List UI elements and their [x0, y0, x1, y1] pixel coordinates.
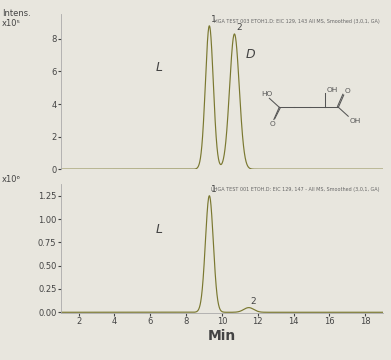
Text: HGA TEST 003 ETOH1.D: EIC 129, 143 All MS, Smoothed (3,0,1, GA): HGA TEST 003 ETOH1.D: EIC 129, 143 All M…	[214, 19, 380, 24]
Text: O: O	[344, 88, 350, 94]
Text: HO: HO	[261, 91, 272, 97]
Text: L: L	[156, 223, 163, 236]
Text: L: L	[156, 62, 163, 75]
Text: D: D	[246, 48, 255, 62]
Text: OH: OH	[326, 87, 337, 93]
Text: 2: 2	[251, 297, 256, 306]
Text: 1: 1	[211, 15, 217, 24]
Text: O: O	[270, 121, 276, 127]
Text: 1: 1	[211, 185, 217, 194]
Text: x10⁶: x10⁶	[2, 175, 21, 184]
Text: Intens.: Intens.	[2, 9, 31, 18]
Text: 2: 2	[236, 23, 242, 32]
Text: LHGA TEST 001 ETOH.D: EIC 129, 147 - All MS, Smoothed (3,0,1, GA): LHGA TEST 001 ETOH.D: EIC 129, 147 - All…	[212, 188, 380, 193]
Text: OH: OH	[349, 118, 361, 124]
Text: x10⁵: x10⁵	[2, 19, 21, 28]
X-axis label: Min: Min	[208, 329, 236, 343]
